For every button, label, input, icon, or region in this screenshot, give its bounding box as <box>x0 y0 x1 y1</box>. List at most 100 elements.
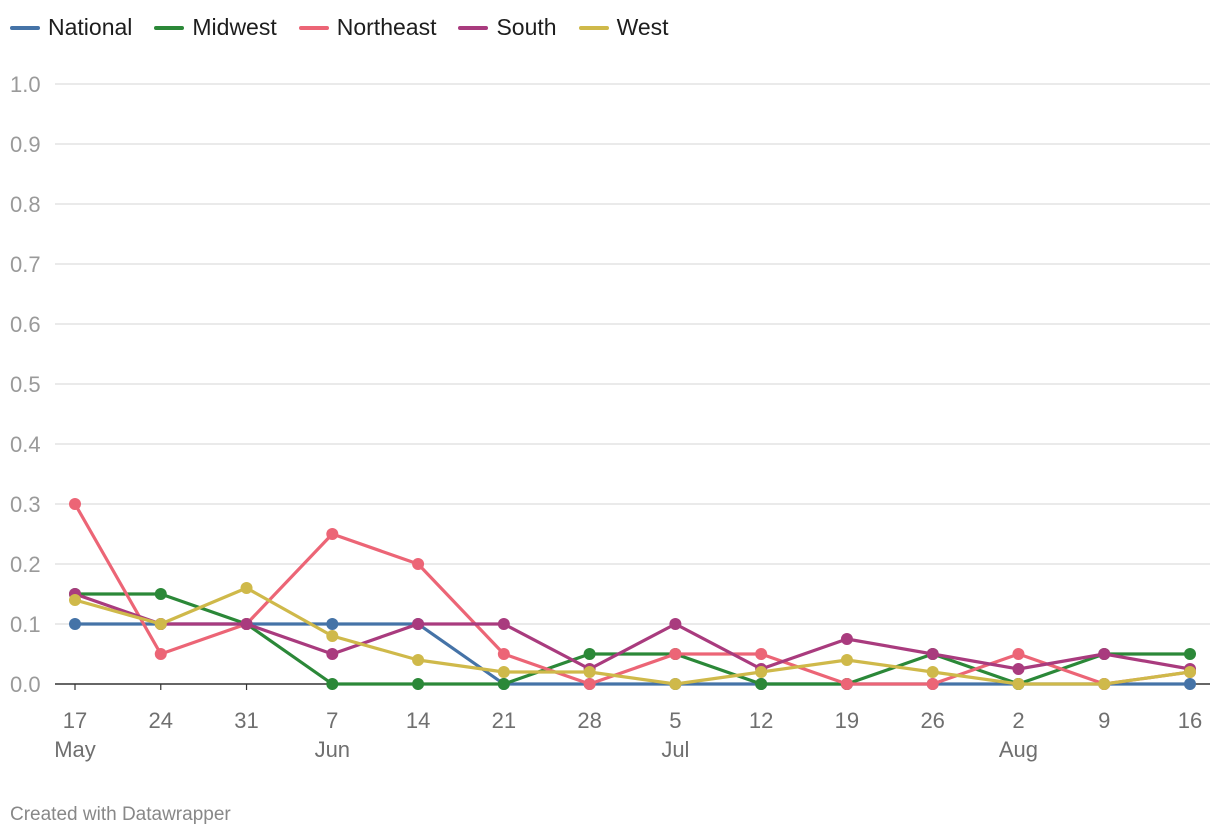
x-tick-label: 21 <box>492 708 516 733</box>
grid-lines <box>55 83 1210 625</box>
series-line <box>73 622 1192 686</box>
data-point[interactable] <box>412 654 425 666</box>
legend-swatch <box>10 25 40 30</box>
data-point[interactable] <box>583 678 596 690</box>
legend-swatch <box>578 25 609 30</box>
y-tick-label: 0.7 <box>10 252 41 277</box>
y-tick-label: 0.4 <box>10 432 41 457</box>
legend-swatch <box>298 25 329 30</box>
legend-label: Midwest <box>192 14 277 40</box>
y-tick-label: 0.2 <box>10 552 41 577</box>
data-point[interactable] <box>1184 678 1196 690</box>
data-point[interactable] <box>583 666 596 678</box>
data-point[interactable] <box>1098 678 1111 690</box>
data-point[interactable] <box>840 633 853 645</box>
y-tick-label: 0.3 <box>10 492 41 517</box>
legend-swatch <box>154 25 185 30</box>
data-point[interactable] <box>497 678 510 690</box>
y-tick-label: 0.9 <box>10 132 41 157</box>
data-point[interactable] <box>1184 666 1196 678</box>
chart-legend: National Midwest Northeast South West <box>10 14 669 41</box>
data-point[interactable] <box>412 618 425 630</box>
legend-label: West <box>616 14 669 40</box>
data-point[interactable] <box>755 648 768 660</box>
series-midwest <box>69 588 1196 690</box>
series-lines <box>69 498 1196 690</box>
x-tick-label: 9 <box>1098 708 1110 733</box>
data-point[interactable] <box>755 666 768 678</box>
line-chart: 0.0 0.1 0.2 0.3 0.4 0.5 0.6 0.7 0.8 0.9 1.0 17 May 24… <box>10 72 1210 762</box>
x-tick-label: 26 <box>920 708 944 733</box>
data-point[interactable] <box>412 678 425 690</box>
data-point[interactable] <box>755 678 768 690</box>
legend-label: Northeast <box>336 14 437 40</box>
y-tick-label: 0.1 <box>10 612 41 637</box>
data-point[interactable] <box>669 648 682 660</box>
x-tick-label: 24 <box>149 708 173 733</box>
data-point[interactable] <box>69 498 81 510</box>
data-point[interactable] <box>497 666 510 678</box>
x-tick-label: 31 <box>234 708 258 733</box>
x-tick-label: 2 <box>1012 708 1024 733</box>
data-point[interactable] <box>1012 678 1025 690</box>
data-point[interactable] <box>497 648 510 660</box>
data-point[interactable] <box>840 678 853 690</box>
legend-swatch <box>458 25 489 30</box>
data-point[interactable] <box>412 558 425 570</box>
y-tick-label: 0.5 <box>10 372 41 397</box>
data-point[interactable] <box>69 618 81 630</box>
series-line <box>73 592 1192 686</box>
data-point[interactable] <box>326 618 339 630</box>
data-point[interactable] <box>840 654 853 666</box>
series-line <box>73 586 1192 686</box>
data-point[interactable] <box>1098 648 1111 660</box>
x-tick-label: 12 <box>749 708 773 733</box>
y-tick-label: 1.0 <box>10 72 41 97</box>
data-point[interactable] <box>154 648 167 660</box>
data-point[interactable] <box>1012 663 1025 675</box>
data-point[interactable] <box>926 678 939 690</box>
series-northeast <box>69 498 1196 690</box>
x-tick-label: 14 <box>406 708 430 733</box>
series-south <box>69 588 1196 675</box>
x-month-label: May <box>54 737 96 762</box>
legend-item-midwest: Midwest <box>154 14 277 41</box>
x-tick-label: 7 <box>326 708 338 733</box>
y-tick-label: 0.0 <box>10 672 41 697</box>
data-point[interactable] <box>154 588 167 600</box>
legend-item-south: South <box>458 14 557 41</box>
legend-item-northeast: Northeast <box>298 14 437 41</box>
legend-item-national: National <box>10 14 132 41</box>
data-point[interactable] <box>1012 648 1025 660</box>
data-point[interactable] <box>583 648 596 660</box>
series-line <box>73 592 1192 671</box>
series-west <box>69 582 1196 690</box>
legend-label: National <box>48 14 133 40</box>
legend-item-west: West <box>578 14 669 41</box>
y-tick-label: 0.8 <box>10 192 41 217</box>
x-tick-label: 28 <box>577 708 601 733</box>
data-point[interactable] <box>69 594 81 606</box>
data-point[interactable] <box>1184 648 1196 660</box>
series-line <box>73 502 1192 686</box>
x-tick-label: 17 <box>63 708 87 733</box>
x-tick-label: 5 <box>669 708 681 733</box>
data-point[interactable] <box>926 648 939 660</box>
data-point[interactable] <box>926 666 939 678</box>
x-tick-label: 16 <box>1178 708 1202 733</box>
data-point[interactable] <box>326 648 339 660</box>
data-point[interactable] <box>154 618 167 630</box>
data-point[interactable] <box>326 630 339 642</box>
data-point[interactable] <box>240 618 253 630</box>
data-point[interactable] <box>326 678 339 690</box>
x-month-label: Jun <box>315 737 350 762</box>
data-point[interactable] <box>240 582 253 594</box>
footer-credit: Created with Datawrapper <box>10 804 231 825</box>
data-point[interactable] <box>669 618 682 630</box>
data-point[interactable] <box>669 678 682 690</box>
x-month-label: Jul <box>661 737 689 762</box>
data-point[interactable] <box>497 618 510 630</box>
legend-label: South <box>496 14 557 40</box>
x-tick-label: 19 <box>835 708 859 733</box>
data-point[interactable] <box>326 528 339 540</box>
